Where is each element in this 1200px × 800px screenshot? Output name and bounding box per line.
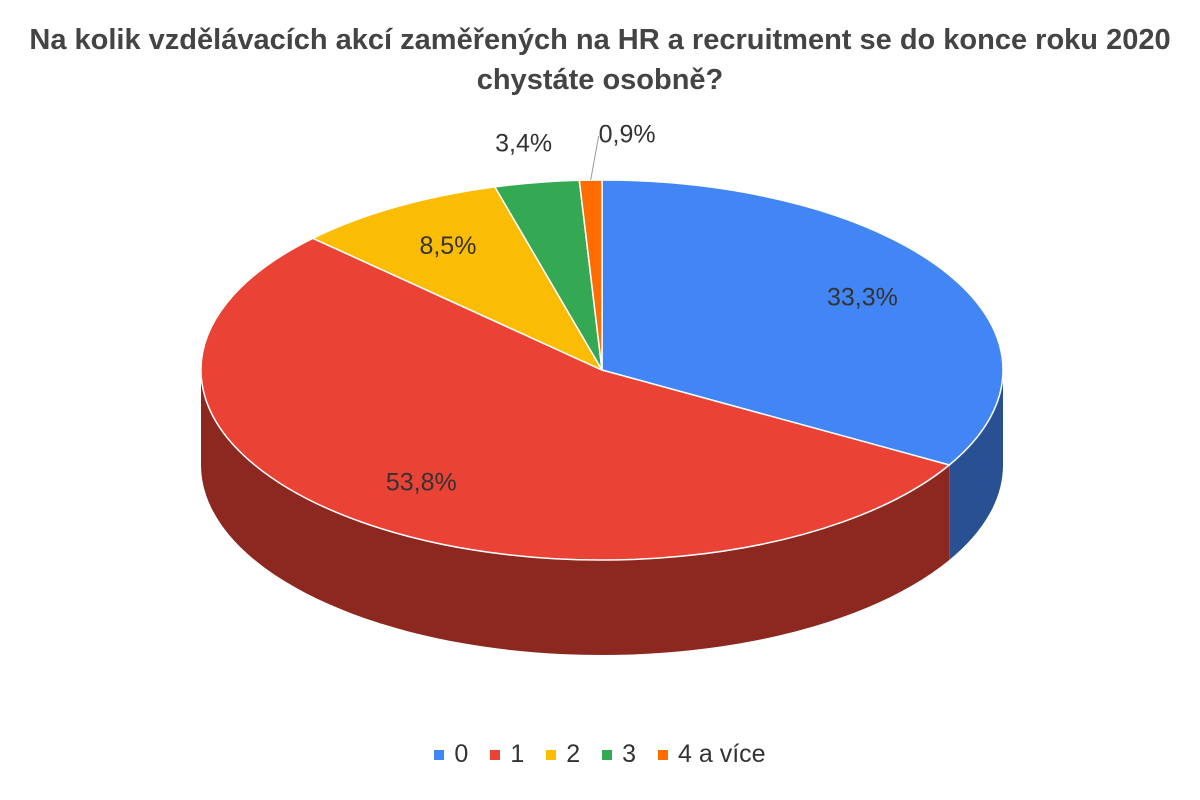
chart-title: Na kolik vzdělávacích akcí zaměřených na…: [29, 24, 1171, 96]
legend-label: 3: [622, 740, 637, 768]
slice: [311, 186, 604, 372]
slice-side: [201, 370, 950, 656]
legend-item: 1: [490, 740, 524, 769]
legend-label: 1: [510, 740, 525, 768]
legend-label: 2: [566, 740, 581, 768]
data-label: 3,4%: [495, 130, 552, 158]
legend-swatch: [546, 749, 557, 760]
legend-item: 3: [602, 740, 636, 769]
slice: [200, 237, 951, 561]
legend-item: 4 a více: [658, 740, 766, 769]
data-label: 0,9%: [599, 121, 656, 149]
legend-label: 4 a více: [678, 740, 766, 768]
data-label: 53,8%: [386, 469, 457, 497]
data-label: 33,3%: [827, 283, 898, 311]
leader-line: [590, 136, 600, 181]
slice: [601, 179, 1004, 466]
data-label: 8,5%: [419, 232, 476, 260]
legend-swatch: [602, 749, 613, 760]
legend: 0 1 2 3 4 a více: [0, 740, 1200, 769]
slice-side: [949, 370, 1003, 560]
legend-label: 0: [454, 740, 469, 768]
legend-swatch: [434, 749, 445, 760]
legend-swatch: [658, 749, 669, 760]
legend-item: 2: [546, 740, 580, 769]
legend-swatch: [490, 749, 501, 760]
legend-item: 0: [434, 740, 468, 769]
